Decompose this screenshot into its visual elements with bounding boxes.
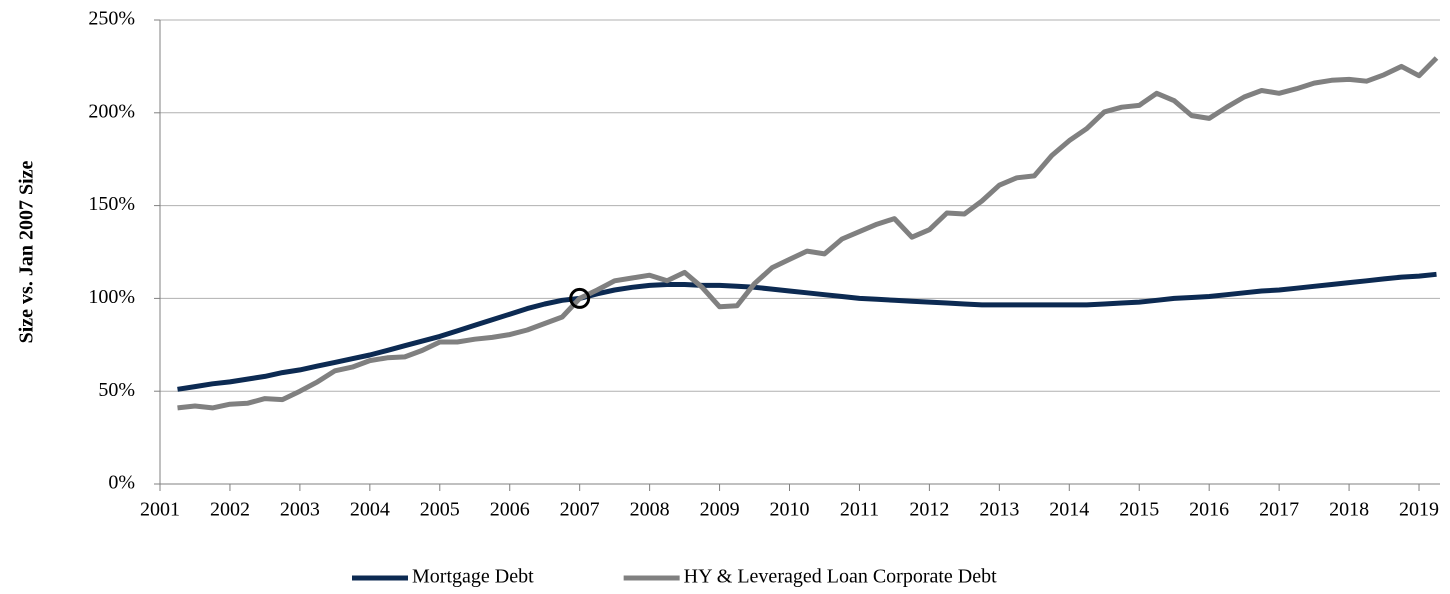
x-tick-label: 2005 xyxy=(420,499,460,521)
y-axis-label: Size vs. Jan 2007 Size xyxy=(16,160,38,343)
x-tick-label: 2002 xyxy=(210,499,250,521)
x-tick-label: 2015 xyxy=(1119,499,1159,521)
x-tick-label: 2001 xyxy=(140,499,180,521)
x-tick-label: 2012 xyxy=(909,499,949,521)
x-tick-label: 2017 xyxy=(1259,499,1299,521)
x-tick-label: 2018 xyxy=(1329,499,1369,521)
x-tick-label: 2013 xyxy=(979,499,1019,521)
legend-label: Mortgage Debt xyxy=(412,566,534,588)
y-tick-label: 0% xyxy=(108,472,135,494)
x-tick-label: 2009 xyxy=(700,499,740,521)
x-tick-label: 2010 xyxy=(770,499,810,521)
x-tick-label: 2004 xyxy=(350,499,390,521)
line-series xyxy=(177,271,1437,392)
x-tick-label: 2011 xyxy=(840,499,879,521)
y-tick-label: 150% xyxy=(88,193,135,215)
x-tick-label: 2003 xyxy=(280,499,320,521)
y-tick-label: 100% xyxy=(88,286,135,308)
y-tick-label: 250% xyxy=(88,8,135,30)
y-tick-label: 200% xyxy=(88,100,135,122)
legend-label: HY & Leveraged Loan Corporate Debt xyxy=(684,566,997,588)
line-series xyxy=(177,56,1439,411)
x-tick-label: 2007 xyxy=(560,499,600,521)
x-tick-label: 2008 xyxy=(630,499,670,521)
y-tick-label: 50% xyxy=(98,379,135,401)
highlight-marker xyxy=(569,287,591,309)
x-tick-label: 2014 xyxy=(1049,499,1089,521)
x-tick-label: 2006 xyxy=(490,499,530,521)
x-tick-label: 2016 xyxy=(1189,499,1229,521)
x-tick-label: 2019 xyxy=(1399,499,1439,521)
